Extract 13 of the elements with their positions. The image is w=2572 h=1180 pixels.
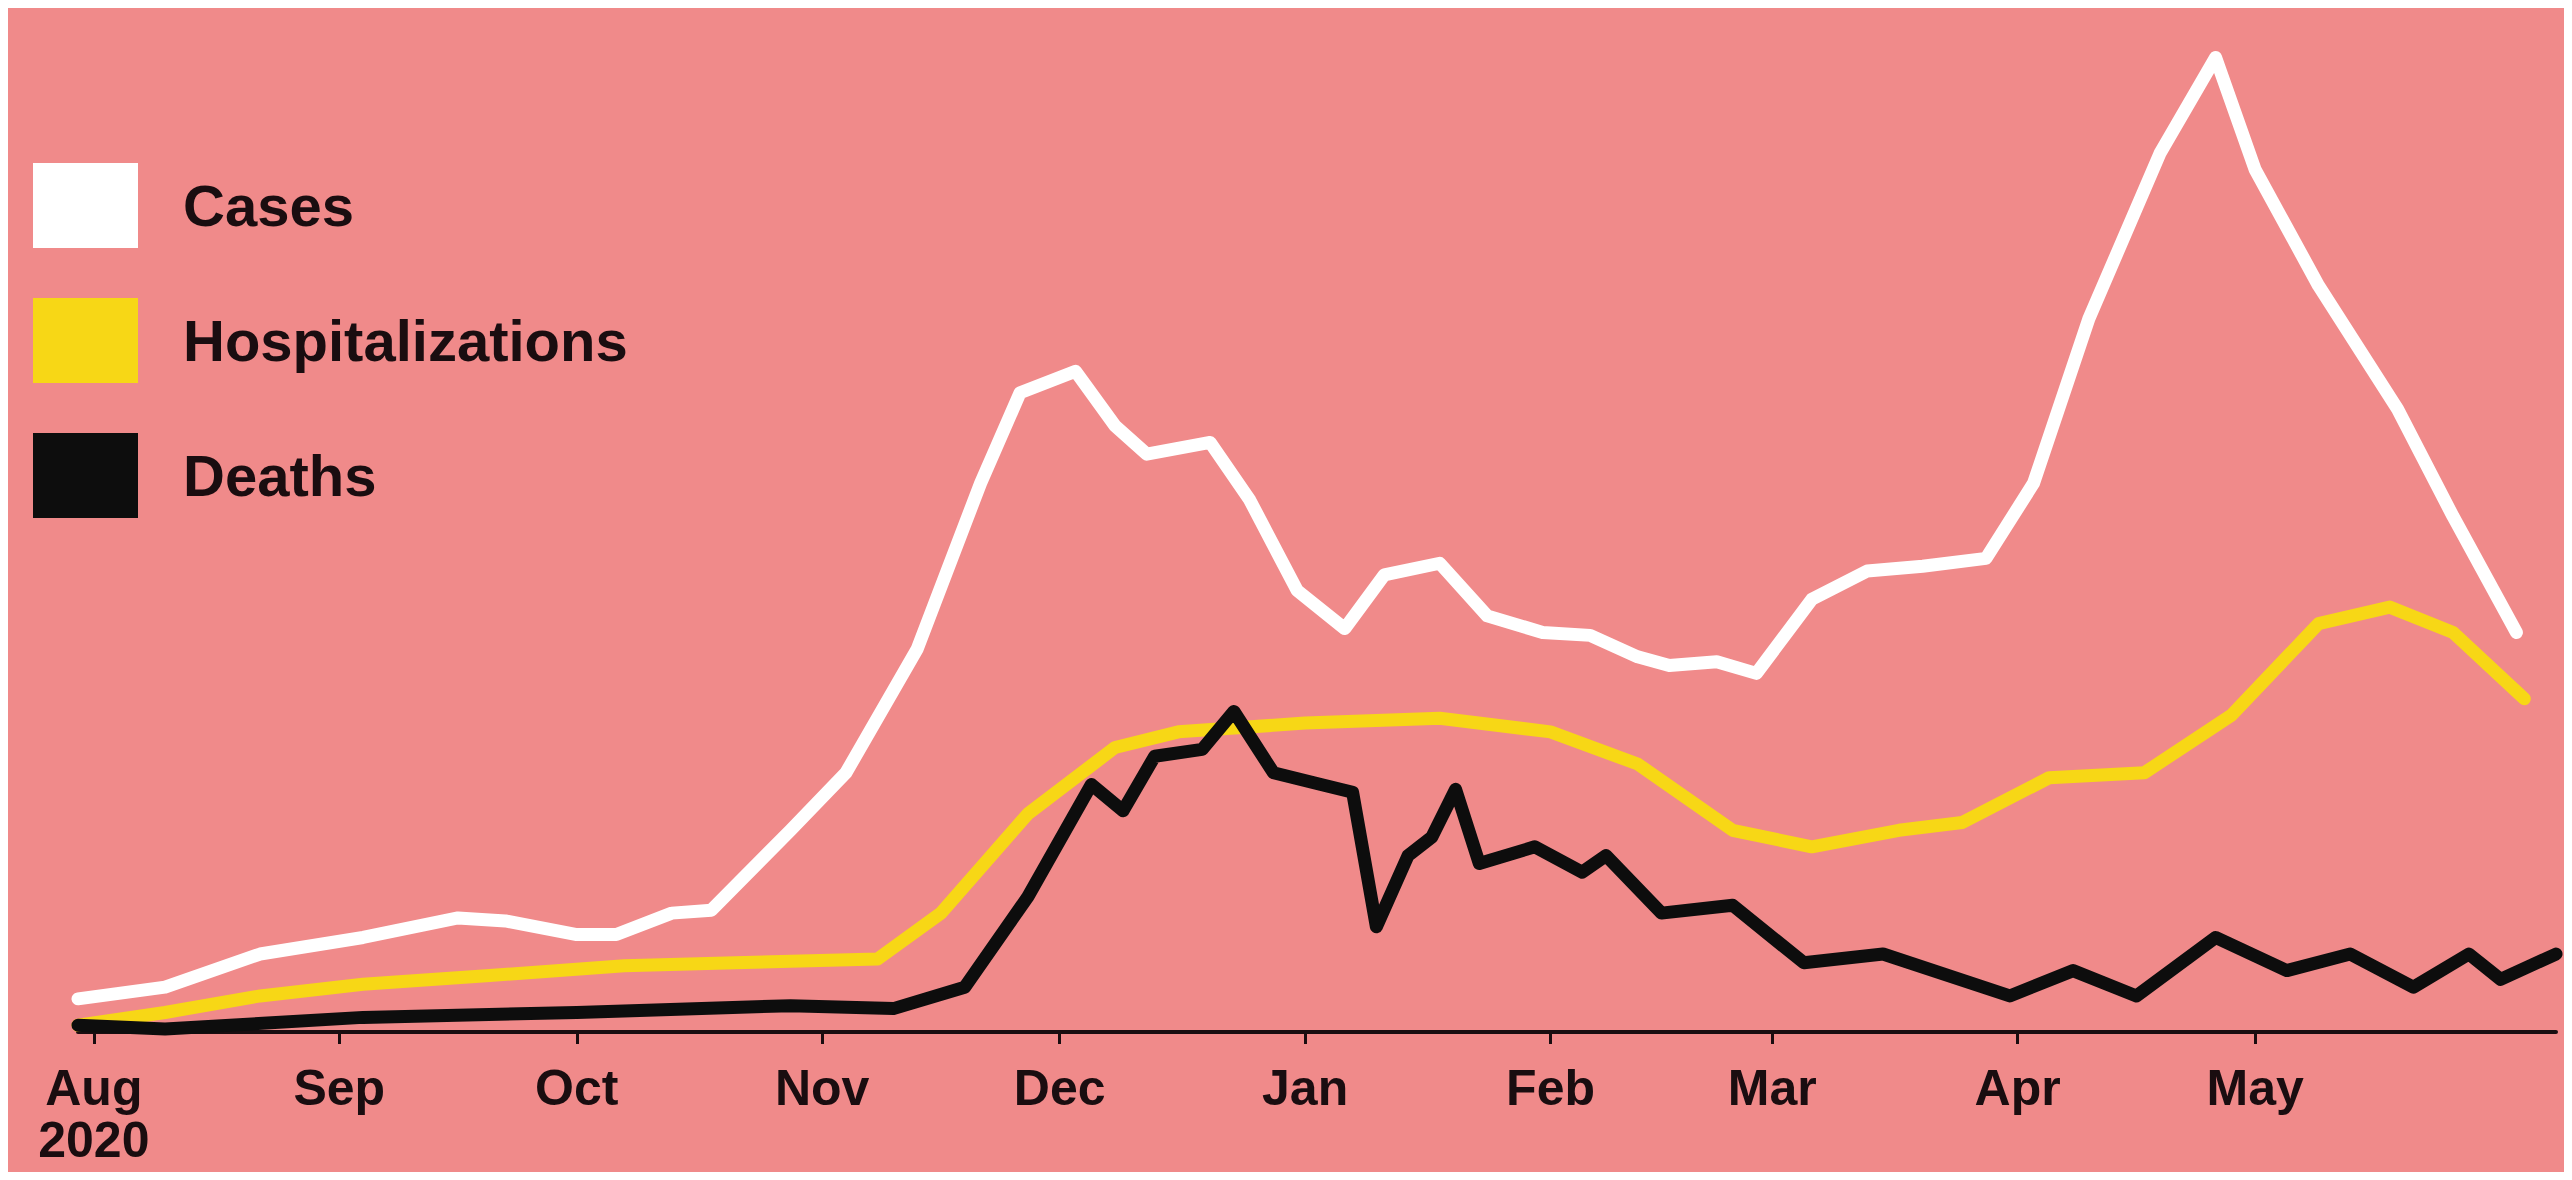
x-tick-label: Mar <box>1727 1060 1817 1116</box>
x-tick-label: Apr <box>1974 1060 2061 1116</box>
x-tick-label: Sep <box>293 1060 386 1116</box>
x-tick-label: Feb <box>1506 1060 1595 1116</box>
legend-label: Cases <box>183 173 354 238</box>
x-tick-label: Aug 2020 <box>38 1060 150 1168</box>
x-tick-label: Oct <box>535 1060 619 1116</box>
legend-label: Deaths <box>183 443 377 508</box>
x-tick-label: May <box>2206 1060 2304 1116</box>
x-tick-label: Dec <box>1013 1060 1106 1116</box>
x-tick-label: Nov <box>774 1060 870 1116</box>
x-tick-label: Jan <box>1262 1060 1349 1116</box>
legend-label: Hospitalizations <box>183 308 628 373</box>
